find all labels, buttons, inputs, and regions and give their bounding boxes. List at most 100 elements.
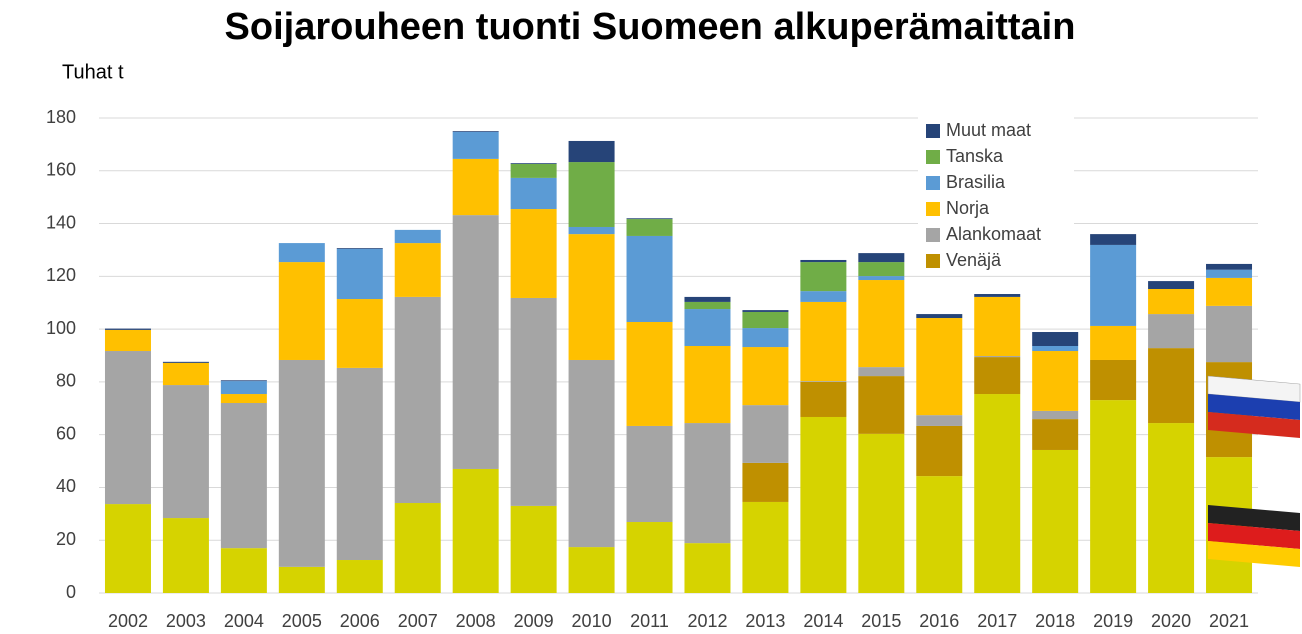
bar-segment: [858, 280, 904, 367]
x-tick-label: 2003: [166, 611, 206, 631]
bar-segment: [627, 218, 673, 219]
legend-label: Venäjä: [946, 250, 1002, 270]
bar-segment: [742, 310, 788, 312]
bar-segment: [511, 298, 557, 506]
bar-segment: [627, 322, 673, 426]
y-tick-label: 120: [46, 265, 76, 285]
y-tick-label: 0: [66, 582, 76, 602]
bar-segment: [974, 357, 1020, 394]
bar-segment: [453, 215, 499, 469]
bar-segment: [395, 230, 441, 243]
bar-segment: [221, 394, 267, 403]
bar-segment: [627, 522, 673, 593]
x-tick-label: 2011: [630, 611, 669, 631]
bar-segment: [742, 502, 788, 593]
bar-segment: [1206, 264, 1252, 270]
legend-swatch: [926, 254, 940, 268]
bar-segment: [453, 132, 499, 159]
x-tick-label: 2007: [398, 611, 438, 631]
bar-segment: [858, 434, 904, 593]
bar-segment: [742, 328, 788, 347]
bar-segment: [1148, 289, 1194, 314]
bar-segment: [1032, 346, 1078, 351]
bar-segment: [800, 260, 846, 262]
bar-segment: [974, 394, 1020, 593]
bar-segment: [163, 385, 209, 518]
bar-segment: [569, 547, 615, 593]
bar-segment: [627, 426, 673, 522]
chart-title: Soijarouheen tuonti Suomeen alkuperämait…: [225, 6, 1076, 48]
bar-segment: [279, 243, 325, 262]
bar-segment: [858, 367, 904, 376]
bar-segment: [569, 360, 615, 547]
bar-segment: [1032, 411, 1078, 419]
bar-segment: [916, 476, 962, 593]
bar-segment: [858, 262, 904, 276]
bar-segment: [1206, 278, 1252, 306]
bar-segment: [916, 318, 962, 415]
bar-segment: [511, 506, 557, 593]
x-tick-label: 2017: [977, 611, 1017, 631]
bar-segment: [1148, 314, 1194, 348]
bar-segment: [742, 405, 788, 463]
bar-segment: [1090, 245, 1136, 326]
bar-segment: [1090, 326, 1136, 360]
x-tick-label: 2004: [224, 611, 264, 631]
bar-segment: [1148, 423, 1194, 593]
bar-segment: [511, 163, 557, 164]
bar-segment: [800, 262, 846, 291]
bar-segment: [1148, 281, 1194, 289]
bar-segment: [337, 368, 383, 560]
bar-segment: [221, 403, 267, 548]
y-tick-label: 180: [46, 107, 76, 127]
bar-segment: [1032, 351, 1078, 411]
bar-segment: [337, 248, 383, 249]
x-tick-label: 2018: [1035, 611, 1075, 631]
bar-segment: [395, 297, 441, 503]
y-tick-label: 100: [46, 318, 76, 338]
bar-segment: [569, 234, 615, 360]
bar-segment: [337, 560, 383, 593]
bar-segment: [511, 178, 557, 209]
x-tick-label: 2006: [340, 611, 380, 631]
bar-segment: [105, 351, 151, 504]
bar-segment: [221, 548, 267, 593]
x-tick-label: 2019: [1093, 611, 1133, 631]
bar-segment: [453, 469, 499, 593]
bar-segment: [684, 543, 730, 593]
bar-segment: [453, 131, 499, 132]
bar-segment: [800, 417, 846, 593]
bar-segment: [1090, 234, 1136, 245]
bar-segment: [858, 253, 904, 262]
bar-segment: [1206, 270, 1252, 278]
y-tick-label: 80: [56, 371, 76, 391]
bar-segment: [1032, 332, 1078, 346]
bar-segment: [221, 381, 267, 394]
y-tick-label: 40: [56, 476, 76, 496]
bar-segment: [684, 346, 730, 423]
bar-segment: [337, 249, 383, 299]
bar-segment: [1206, 306, 1252, 362]
bar-segment: [511, 209, 557, 298]
bar-segment: [916, 314, 962, 318]
bar-segment: [742, 463, 788, 502]
bar-segment: [279, 360, 325, 567]
bar-segment: [858, 276, 904, 280]
legend-label: Norja: [946, 198, 990, 218]
bar-segment: [395, 503, 441, 593]
bar-segment: [105, 504, 151, 593]
bar-segment: [279, 567, 325, 593]
legend-swatch: [926, 150, 940, 164]
bar-segment: [684, 423, 730, 543]
bar-segment: [858, 376, 904, 434]
bar-segment: [974, 294, 1020, 297]
legend-label: Alankomaat: [946, 224, 1041, 244]
bar-segment: [163, 363, 209, 385]
bar-segment: [1032, 419, 1078, 450]
legend-swatch: [926, 176, 940, 190]
x-tick-label: 2016: [919, 611, 959, 631]
x-tick-label: 2008: [456, 611, 496, 631]
bar-segment: [1090, 360, 1136, 400]
bar-segment: [974, 356, 1020, 357]
bar-segment: [569, 162, 615, 227]
